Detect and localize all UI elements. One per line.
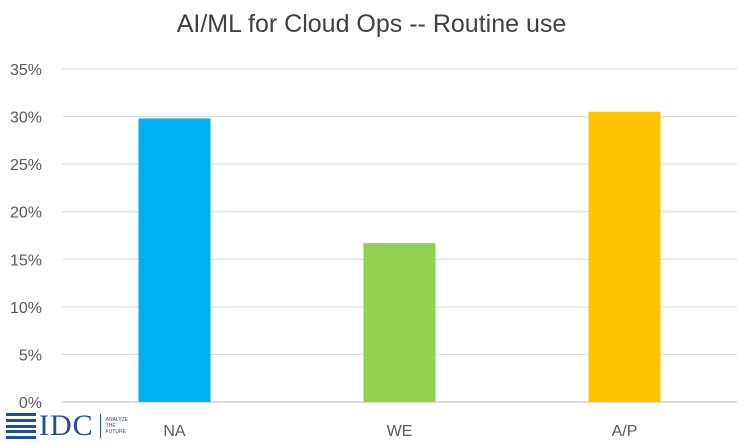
idc-logo-tagline-line: ANALYZE <box>105 417 129 423</box>
y-tick-label: 5% <box>19 347 42 364</box>
x-tick-label: A/P <box>612 423 638 440</box>
bars <box>138 111 661 403</box>
idc-logo-tagline: ANALYZE THE FUTURE <box>106 417 128 435</box>
x-tick-label: NA <box>163 423 186 440</box>
idc-logo: IDC ANALYZE THE FUTURE <box>6 411 128 441</box>
bar-a-p <box>588 111 661 403</box>
y-tick-label: 25% <box>10 157 42 174</box>
y-tick-label: 30% <box>10 110 42 127</box>
idc-logo-stripes <box>6 413 36 439</box>
idc-logo-divider <box>99 414 101 438</box>
idc-logo-brand: IDC <box>39 409 94 442</box>
y-tick-label: 15% <box>10 252 42 269</box>
chart-title: AI/ML for Cloud Ops -- Routine use <box>176 10 567 38</box>
y-tick-label: 20% <box>10 205 42 222</box>
bar-na <box>138 118 211 402</box>
y-tick-label: 0% <box>19 395 42 412</box>
y-axis-ticks: 0% 5% 10% 15% 20% 25% 30% 35% <box>10 62 42 412</box>
x-axis-ticks: NA WE A/P <box>163 423 637 440</box>
y-tick-label: 10% <box>10 300 42 317</box>
y-tick-label: 35% <box>10 62 42 79</box>
bar-we <box>363 243 436 402</box>
idc-logo-tagline-line: THE <box>105 423 116 429</box>
x-tick-label: WE <box>387 423 413 440</box>
idc-logo-tagline-line: FUTURE <box>105 429 126 435</box>
